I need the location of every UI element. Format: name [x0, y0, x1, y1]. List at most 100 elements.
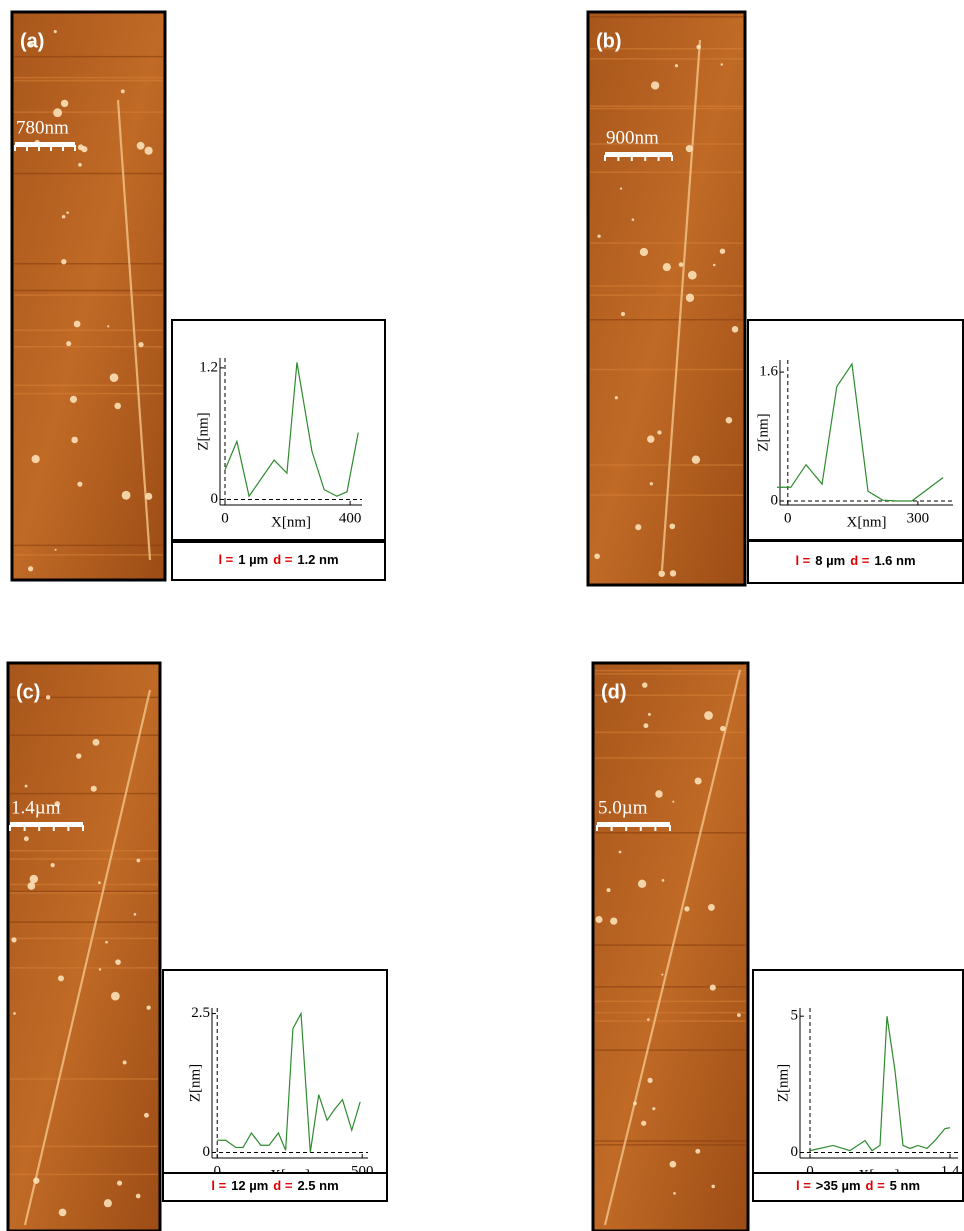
particle: [120, 89, 125, 94]
scale-bar-label: 900nm: [606, 127, 659, 148]
particle: [647, 1018, 650, 1021]
afm-image: [586, 10, 747, 587]
particle: [73, 320, 81, 328]
particle: [135, 1193, 141, 1199]
caption-l: 12 µm: [231, 1178, 268, 1193]
particle: [136, 858, 141, 863]
caption-l-label: l =: [795, 553, 810, 568]
particle: [635, 524, 642, 531]
afm-image: [591, 661, 750, 1231]
particle: [24, 784, 28, 788]
nanowire: [603, 669, 742, 1226]
particle: [637, 879, 647, 888]
profile-line: [224, 362, 359, 498]
caption: l = >35 µm d = 5 nm: [796, 1178, 920, 1193]
particle: [114, 402, 122, 410]
profile-box: [162, 969, 388, 1174]
caption-l-label: l =: [211, 1178, 226, 1193]
particle: [641, 1120, 647, 1126]
particle: [707, 903, 715, 911]
y-tick-label: 1.2: [199, 359, 218, 375]
x-axis-label: X[nm]: [847, 514, 887, 530]
y-axis-label: Z[nm]: [755, 413, 771, 451]
particle: [53, 108, 63, 118]
particle: [595, 915, 603, 924]
particle: [98, 881, 101, 884]
particle: [678, 262, 684, 267]
profile-line: [809, 1016, 951, 1152]
caption-box: [752, 1172, 964, 1202]
particle: [31, 454, 40, 464]
caption-d-label: d =: [273, 552, 293, 567]
caption-box: [162, 1172, 388, 1202]
particle: [610, 917, 618, 925]
scale-bar: [605, 152, 672, 157]
particle: [662, 262, 671, 272]
particle: [606, 888, 611, 893]
panel-label: (d): [601, 681, 627, 703]
particle: [78, 162, 82, 167]
particle: [652, 1107, 656, 1111]
caption-box: [171, 541, 386, 581]
particle: [673, 1192, 676, 1195]
caption-l: 1 µm: [238, 552, 268, 567]
y-axis-label: Z[nm]: [195, 412, 211, 450]
caption-d-label: d =: [866, 1178, 886, 1193]
y-tick-label: 1.6: [759, 364, 778, 380]
particle: [618, 850, 622, 854]
particle: [33, 1177, 40, 1184]
particle: [45, 695, 51, 700]
particle: [695, 1148, 701, 1154]
particle: [121, 490, 131, 500]
particle: [54, 548, 57, 551]
caption-d: 2.5 nm: [297, 1178, 338, 1193]
particle: [29, 874, 39, 884]
y-tick-label: 5: [791, 1008, 799, 1024]
particle: [594, 553, 600, 560]
particle: [720, 725, 726, 732]
x-tick-label: 0: [784, 510, 792, 526]
caption-d: 1.6 nm: [874, 553, 915, 568]
panel-label: (b): [596, 30, 622, 52]
particle: [704, 711, 713, 720]
scale-bar-label: 1.4µm: [11, 797, 61, 818]
particle: [669, 1160, 677, 1168]
x-axis-label: X[nm]: [271, 514, 311, 530]
particle: [713, 263, 716, 267]
particle: [620, 311, 626, 317]
particle: [737, 1013, 741, 1018]
x-tick-label: 0: [213, 1163, 221, 1179]
particle: [60, 99, 69, 108]
y-axis-label: Z[nm]: [775, 1064, 791, 1102]
y-tick-label: 0: [211, 491, 219, 507]
particle: [122, 1060, 127, 1065]
particle: [709, 984, 716, 991]
particle: [684, 906, 690, 912]
profile-box: [752, 969, 964, 1174]
particle: [619, 187, 623, 190]
scale-bar-label: 780nm: [16, 117, 69, 138]
particle: [633, 1101, 637, 1106]
particle: [614, 396, 618, 400]
caption: l = 1 µm d = 1.2 nm: [218, 552, 338, 567]
particle: [144, 146, 153, 155]
y-axis-label: Z[nm]: [187, 1064, 203, 1102]
caption-l: 8 µm: [815, 553, 845, 568]
scale-bar: [597, 822, 670, 827]
particle: [90, 785, 97, 792]
particle: [720, 63, 723, 66]
scale-bar-label: 5.0µm: [598, 797, 648, 818]
nanowire: [660, 39, 702, 571]
particle: [98, 968, 102, 971]
particle: [66, 341, 72, 347]
particle: [71, 436, 78, 444]
particle: [23, 836, 29, 842]
particle: [672, 800, 675, 803]
scale-bar: [15, 142, 75, 147]
caption: l = 12 µm d = 2.5 nm: [211, 1178, 338, 1193]
particle: [674, 64, 678, 68]
particle: [76, 753, 82, 759]
caption-d: 1.2 nm: [297, 552, 338, 567]
particle: [685, 145, 693, 153]
particle: [696, 44, 701, 50]
